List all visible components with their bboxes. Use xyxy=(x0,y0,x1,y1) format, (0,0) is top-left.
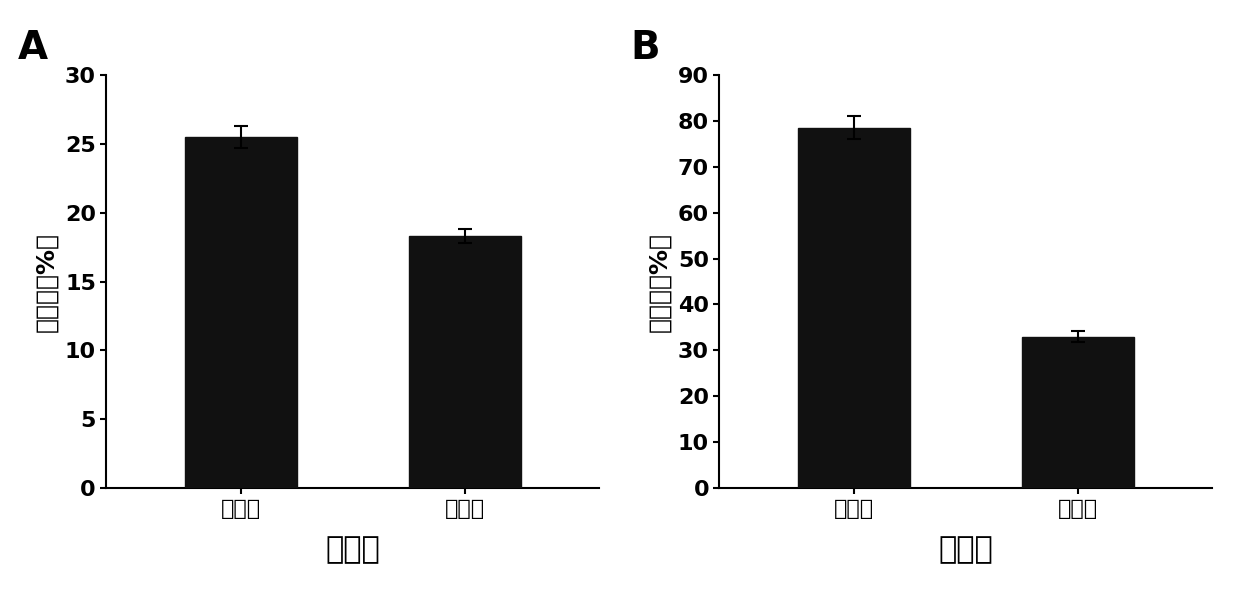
Text: B: B xyxy=(631,28,661,67)
Text: A: A xyxy=(17,28,48,67)
X-axis label: 春黄瓜: 春黄瓜 xyxy=(325,535,381,564)
Bar xyxy=(185,137,296,488)
Bar xyxy=(797,128,910,488)
Bar xyxy=(1022,337,1133,488)
Y-axis label: 发病率（%）: 发病率（%） xyxy=(647,231,671,332)
Bar xyxy=(409,236,521,488)
Y-axis label: 发病率（%）: 发病率（%） xyxy=(33,231,58,332)
X-axis label: 秋黄瓜: 秋黄瓜 xyxy=(939,535,993,564)
